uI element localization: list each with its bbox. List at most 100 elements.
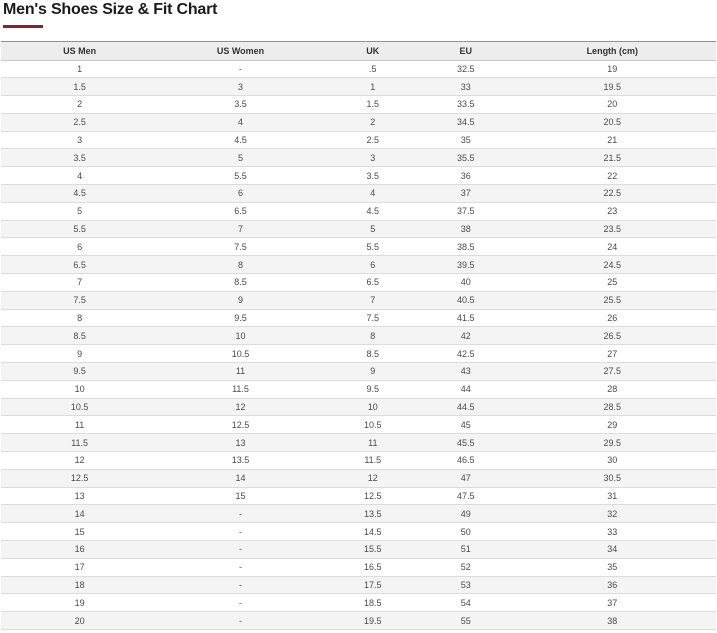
table-row: 2.5 4 2 34.5 20.5: [1, 113, 716, 132]
column-header: Length (cm): [508, 41, 716, 61]
table-row: 3.5 5 3 35.5 21.5: [1, 148, 716, 168]
table-row: 16-15.5 51 34: [1, 540, 716, 559]
table-cell: 10.5: [1, 398, 159, 417]
column-header: US Women: [158, 41, 323, 61]
table-cell: 5: [322, 220, 423, 239]
table-cell: 54: [422, 593, 509, 613]
table-cell: -: [158, 558, 323, 577]
table-cell: 3: [1, 131, 159, 150]
table-cell: 9.5: [1, 362, 159, 381]
table-cell: 53: [422, 576, 509, 595]
title-underline: [3, 25, 43, 28]
table-cell: 33: [508, 522, 716, 542]
table-cell: 42.5: [422, 344, 509, 364]
table-cell: 16: [1, 540, 159, 559]
table-cell: 6: [158, 184, 323, 203]
table-cell: 20: [508, 95, 716, 114]
column-header: US Men: [1, 41, 159, 61]
table-cell: 18.5: [322, 593, 423, 613]
table-cell: 47: [422, 469, 509, 488]
table-cell: -: [158, 60, 323, 79]
table-cell: 23.5: [508, 220, 716, 239]
table-cell: 7: [1, 273, 159, 292]
table-cell: 10: [1, 380, 159, 399]
table-row: 20-19.5 55 38: [1, 611, 716, 630]
table-cell: 2: [1, 95, 159, 114]
table-cell: 21.5: [508, 148, 716, 168]
table-cell: 12: [158, 398, 323, 417]
table-row: 7.5 9 7 40.5 25.5: [1, 291, 716, 310]
table-cell: 29.5: [508, 433, 716, 453]
table-cell: 2: [322, 113, 423, 132]
table-row: 2 3.5 1.5 33.5 20: [1, 95, 716, 114]
table-cell: 43: [422, 362, 509, 381]
table-cell: 46.5: [422, 451, 509, 470]
table-row: 13 15 12.5 47.5 31: [1, 487, 716, 506]
table-cell: 3.5: [158, 95, 323, 114]
table-cell: 23: [508, 202, 716, 221]
table-cell: 12: [322, 469, 423, 488]
table-row: 19-18.5 54 37: [1, 593, 716, 613]
table-cell: 13: [158, 433, 323, 453]
table-cell: 5.5: [1, 220, 159, 239]
table-cell: 17: [1, 558, 159, 577]
table-cell: 5: [158, 148, 323, 168]
table-cell: 18: [1, 576, 159, 595]
table-cell: 3: [322, 148, 423, 168]
table-cell: 3.5: [1, 148, 159, 168]
table-cell: 14: [1, 504, 159, 524]
table-cell: 34: [508, 540, 716, 559]
table-cell: -: [158, 576, 323, 595]
table-cell: 39.5: [422, 255, 509, 275]
table-cell: 13.5: [158, 451, 323, 470]
table-cell: 11.5: [1, 433, 159, 453]
table-row: 11 12.5 10.5 45 29: [1, 415, 716, 435]
table-row: 4.5 6 4 37 22.5: [1, 184, 716, 203]
table-row: 9 10.5 8.5 42.5 27: [1, 344, 716, 364]
table-cell: 29: [508, 415, 716, 435]
table-cell: 41.5: [422, 309, 509, 328]
table-cell: 7.5: [1, 291, 159, 310]
table-cell: 5.5: [322, 237, 423, 257]
table-cell: 25.5: [508, 291, 716, 310]
table-cell: 9: [322, 362, 423, 381]
table-cell: 8.5: [1, 326, 159, 346]
table-cell: 9.5: [322, 380, 423, 399]
table-cell: 44: [422, 380, 509, 399]
table-cell: 2.5: [1, 113, 159, 132]
table-row: 6 7.5 5.5 38.5 24: [1, 237, 716, 257]
table-cell: 22: [508, 166, 716, 186]
table-cell: 8.5: [322, 344, 423, 364]
table-cell: 6.5: [158, 202, 323, 221]
table-cell: 4: [1, 166, 159, 186]
table-row: 4 5.5 3.5 36 22: [1, 166, 716, 186]
table-cell: 27.5: [508, 362, 716, 381]
table-cell: 35: [508, 558, 716, 577]
table-cell: .5: [322, 60, 423, 79]
table-cell: 30: [508, 451, 716, 470]
table-cell: 33: [422, 77, 509, 97]
table-cell: 24.5: [508, 255, 716, 275]
table-cell: 38: [422, 220, 509, 239]
table-cell: 11.5: [158, 380, 323, 399]
table-cell: 13: [1, 487, 159, 506]
table-cell: 11: [158, 362, 323, 381]
table-cell: 1: [322, 77, 423, 97]
table-cell: 12.5: [322, 487, 423, 506]
column-header: UK: [322, 41, 423, 61]
table-cell: 37: [508, 593, 716, 613]
table-cell: 40.5: [422, 291, 509, 310]
table-cell: 55: [422, 611, 509, 630]
table-cell: 19.5: [508, 77, 716, 97]
table-row: 12 13.5 11.5 46.5 30: [1, 451, 716, 470]
table-cell: 7: [158, 220, 323, 239]
table-row: 9.5 11 9 43 27.5: [1, 362, 716, 381]
table-cell: 50: [422, 522, 509, 542]
table-cell: 22.5: [508, 184, 716, 203]
table-row: 12.5 14 12 47 30.5: [1, 469, 716, 488]
table-row: 14-13.5 49 32: [1, 504, 716, 524]
table-cell: 32: [508, 504, 716, 524]
table-cell: 35.5: [422, 148, 509, 168]
table-cell: 3.5: [322, 166, 423, 186]
